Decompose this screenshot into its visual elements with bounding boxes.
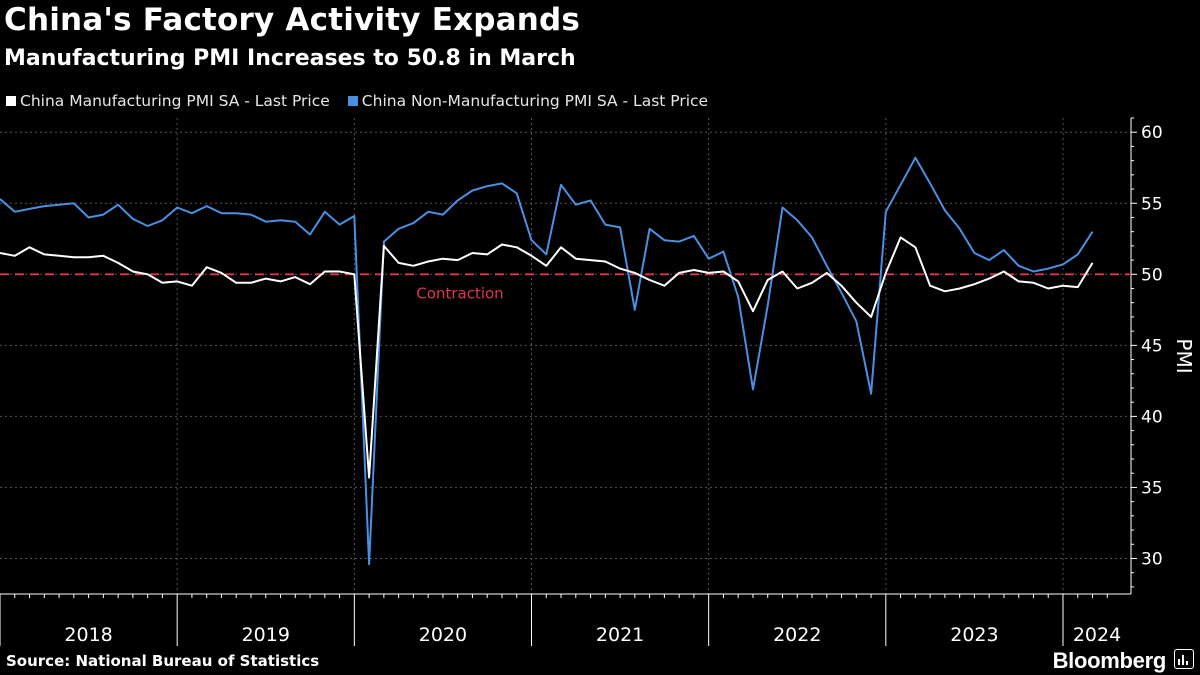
legend-item-non-manufacturing: China Non-Manufacturing PMI SA - Last Pr… (347, 92, 709, 110)
y-tick-label: 40 (1141, 407, 1163, 427)
chart-subtitle: Manufacturing PMI Increases to 50.8 in M… (4, 46, 576, 71)
x-tick-label: 2023 (950, 624, 998, 646)
legend-swatch-manufacturing (6, 96, 16, 106)
brand-logo: Bloomberg (1052, 648, 1167, 673)
grid-lines (0, 118, 1131, 594)
x-tick-label: 2020 (419, 624, 467, 646)
series-line-non-manufacturing (0, 156, 1094, 566)
series-lines (0, 156, 1094, 566)
x-tick-label: 2018 (64, 624, 112, 646)
series-line-manufacturing (0, 236, 1094, 479)
y-tick-label: 50 (1141, 265, 1163, 285)
y-tick-label: 55 (1141, 194, 1163, 214)
legend-label-non-manufacturing: China Non-Manufacturing PMI SA - Last Pr… (361, 92, 709, 110)
icon-bar (1182, 655, 1184, 665)
x-tick-label: 2024 (1073, 624, 1121, 646)
x-tick-label: 2022 (773, 624, 821, 646)
contraction-label: Contraction (416, 284, 503, 302)
y-tick-label: 35 (1141, 478, 1163, 498)
icon-bar (1186, 661, 1188, 665)
chart-title: China's Factory Activity Expands (4, 2, 581, 38)
y-axis-label: PMI (1172, 338, 1196, 373)
y-axis: 30 35 40 45 50 55 60 PMI (1130, 117, 1196, 594)
icon-bar (1178, 659, 1180, 665)
bloomberg-chart-icon (1174, 649, 1194, 669)
y-tick-label: 45 (1141, 336, 1163, 356)
legend-item-manufacturing: China Manufacturing PMI SA - Last Price (6, 92, 330, 110)
x-tick-label: 2021 (596, 624, 644, 646)
x-axis: 2018 2019 2020 2021 2022 2023 2024 (0, 593, 1131, 646)
legend-label-manufacturing: China Manufacturing PMI SA - Last Price (20, 92, 330, 110)
contraction-reference: Contraction (0, 273, 1131, 302)
source-note: Source: National Bureau of Statistics (6, 652, 320, 670)
legend-swatch-non-manufacturing (347, 96, 358, 106)
y-tick-label: 60 (1141, 123, 1163, 143)
legend: China Manufacturing PMI SA - Last Price … (6, 91, 726, 111)
y-tick-label: 30 (1141, 549, 1163, 569)
x-tick-label: 2019 (242, 624, 290, 646)
